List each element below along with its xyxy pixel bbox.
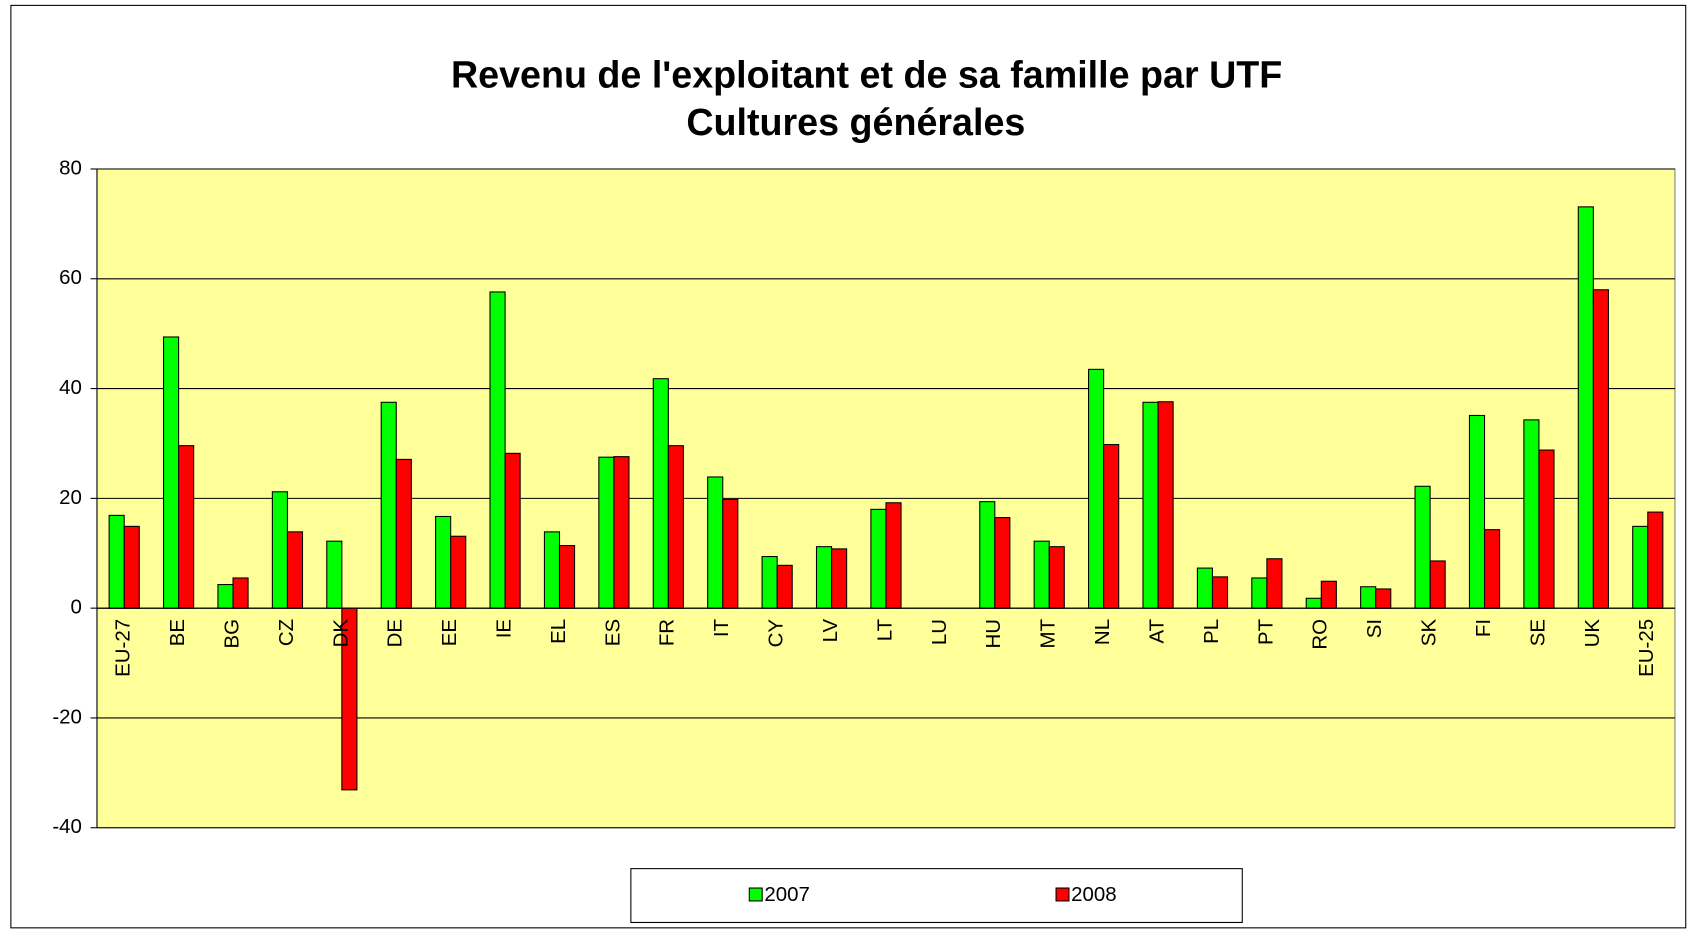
x-tick-label: RO	[1309, 619, 1332, 650]
x-tick-label: DE	[384, 619, 407, 647]
x-tick-label: CZ	[275, 619, 298, 646]
x-tick-label: NL	[1091, 619, 1114, 645]
x-tick-label: AT	[1145, 618, 1168, 643]
bar	[707, 476, 724, 609]
y-tick-label: 60	[59, 266, 82, 289]
bar	[1048, 546, 1065, 609]
bar	[1305, 597, 1322, 609]
x-tick-label: ES	[601, 619, 624, 646]
bar	[558, 545, 576, 609]
bar	[504, 452, 521, 609]
bar	[271, 491, 288, 609]
bar	[613, 456, 630, 609]
bar	[1592, 289, 1609, 609]
bar	[1196, 567, 1213, 609]
bar	[450, 535, 467, 609]
bar	[870, 508, 887, 609]
x-tick-label: IE	[492, 619, 515, 638]
bar	[435, 515, 452, 609]
x-tick-label: BE	[166, 619, 189, 646]
legend-box	[630, 868, 1243, 924]
bar	[885, 502, 902, 609]
x-tick-label: EE	[438, 619, 461, 646]
legend-label: 2007	[764, 883, 809, 906]
x-tick-label: FR	[656, 619, 679, 646]
chart-title: Revenu de l'exploitant et de sa famille …	[451, 53, 1282, 95]
x-tick-label: EU-25	[1635, 619, 1658, 677]
bar	[1429, 560, 1446, 609]
x-tick-label: HU	[982, 619, 1005, 649]
bar	[1632, 525, 1649, 609]
x-tick-label: DK	[329, 619, 352, 648]
bar	[1468, 414, 1486, 609]
bar	[543, 531, 561, 609]
bar	[667, 445, 684, 609]
x-tick-label: FI	[1472, 619, 1495, 637]
bar	[1157, 401, 1174, 609]
bar	[489, 291, 506, 609]
bar	[108, 514, 125, 609]
x-tick-label: BG	[220, 619, 243, 649]
x-tick-label: SE	[1526, 619, 1549, 646]
x-tick-label: SK	[1418, 619, 1441, 647]
x-tick-label: PT	[1254, 618, 1277, 645]
bar	[1647, 511, 1664, 609]
x-tick-label: LV	[819, 619, 842, 643]
bar	[1360, 586, 1377, 609]
y-tick-label: -20	[52, 705, 82, 728]
bar	[1211, 576, 1229, 609]
bar	[232, 577, 249, 609]
x-tick-label: SI	[1363, 619, 1386, 638]
x-tick-label: EU-27	[112, 619, 135, 677]
bar	[1538, 449, 1555, 609]
x-tick-label: MT	[1037, 618, 1060, 648]
bar	[598, 456, 615, 609]
bar	[994, 517, 1011, 609]
y-tick-label: -40	[52, 815, 82, 838]
bar	[1483, 529, 1501, 609]
y-tick-label: 0	[71, 596, 82, 619]
bar	[1088, 368, 1105, 609]
bar	[380, 401, 397, 609]
x-tick-label: LT	[873, 618, 896, 641]
bar	[1320, 580, 1337, 609]
bar	[395, 458, 412, 609]
x-tick-label: LU	[928, 619, 951, 645]
x-tick-label: PL	[1200, 619, 1223, 644]
bar	[286, 531, 304, 609]
bar	[217, 584, 234, 609]
bar	[1577, 206, 1594, 609]
bar	[1251, 577, 1268, 609]
legend-swatch	[1055, 887, 1070, 902]
x-tick-label: IT	[710, 618, 733, 637]
x-tick-label: EL	[547, 619, 570, 644]
x-tick-label: UK	[1581, 619, 1604, 648]
y-tick-label: 80	[59, 156, 82, 179]
bar	[831, 548, 848, 609]
legend-label: 2008	[1071, 883, 1116, 906]
bar	[1103, 444, 1120, 609]
bar	[722, 498, 739, 609]
chart-subtitle: Cultures générales	[686, 101, 1025, 143]
x-tick-label: CY	[765, 619, 788, 648]
bar	[1142, 401, 1159, 609]
bar	[326, 540, 343, 609]
bar	[1266, 558, 1283, 609]
bar	[652, 378, 669, 609]
bar	[761, 556, 778, 609]
bar	[178, 445, 195, 609]
bar	[162, 336, 180, 609]
bar	[1375, 588, 1392, 609]
bar	[1523, 419, 1540, 609]
bar	[815, 546, 833, 609]
bar	[979, 501, 996, 609]
y-tick-label: 20	[59, 486, 82, 509]
bar	[1414, 485, 1431, 609]
bar	[776, 564, 793, 609]
bar	[1033, 540, 1050, 609]
bar	[123, 525, 140, 609]
y-tick-label: 40	[59, 376, 82, 399]
legend-swatch	[748, 887, 763, 902]
